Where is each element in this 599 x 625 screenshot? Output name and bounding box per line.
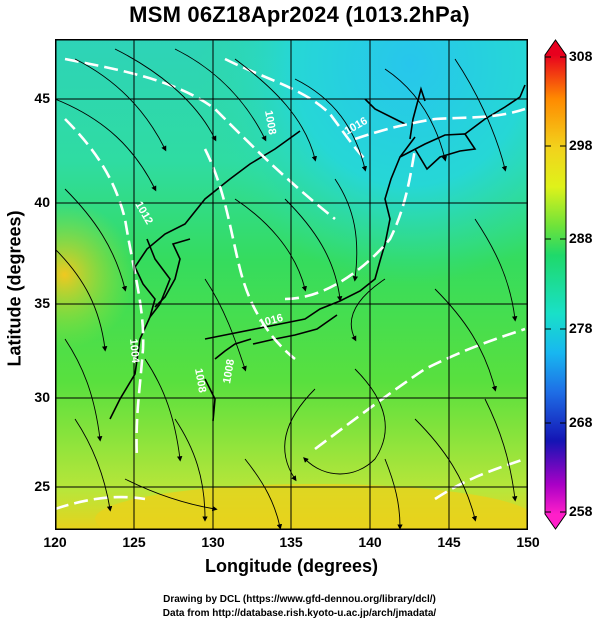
- map-plot-area: 1008 1016 1012 1016 1004 1008 1008: [55, 39, 528, 530]
- x-tick-label: 130: [201, 534, 225, 550]
- colorbar-tick-label: 268: [569, 414, 593, 430]
- x-tick-label: 150: [516, 534, 540, 550]
- colorbar: [544, 39, 567, 530]
- x-tick-label: 125: [122, 534, 146, 550]
- colorbar-tick-label: 298: [569, 137, 593, 153]
- colorbar-ticks: [545, 56, 566, 513]
- colorbar-tick-label: 258: [569, 503, 593, 519]
- streamlines: [55, 48, 518, 530]
- colorbar-tick-label: 278: [569, 320, 593, 336]
- x-tick-label: 140: [358, 534, 382, 550]
- y-tick-label: 35: [34, 295, 50, 311]
- y-tick-label: 30: [34, 389, 50, 405]
- contour-label: 1008: [262, 109, 278, 135]
- colorbar-tick-label: 288: [569, 230, 593, 246]
- credit-data: Data from http://database.rish.kyoto-u.a…: [162, 608, 437, 619]
- map-frame: [55, 39, 528, 530]
- y-tick-label: 40: [34, 194, 50, 210]
- y-tick-label: 25: [34, 478, 50, 494]
- grid-lines: [55, 39, 528, 530]
- x-tick-label: 135: [279, 534, 303, 550]
- y-tick-label: 45: [34, 90, 50, 106]
- y-axis-label: Latitude (degrees): [4, 210, 25, 367]
- colorbar-body: [544, 39, 567, 530]
- contour-label: 1004: [127, 338, 141, 364]
- x-tick-label: 145: [437, 534, 461, 550]
- pressure-contours: [55, 57, 526, 511]
- colorbar-tick-label: 308: [569, 48, 593, 64]
- contour-label: 1008: [192, 367, 208, 393]
- contour-labels: 1008 1016 1012 1016 1004 1008 1008: [127, 109, 370, 393]
- chart-title: MSM 06Z18Apr2024 (1013.2hPa): [129, 2, 470, 27]
- x-tick-label: 120: [43, 534, 67, 550]
- x-axis-label: Longitude (degrees): [204, 556, 378, 576]
- contour-label: 1008: [221, 358, 237, 384]
- credit-drawing: Drawing by DCL (https://www.gfd-dennou.o…: [163, 594, 436, 605]
